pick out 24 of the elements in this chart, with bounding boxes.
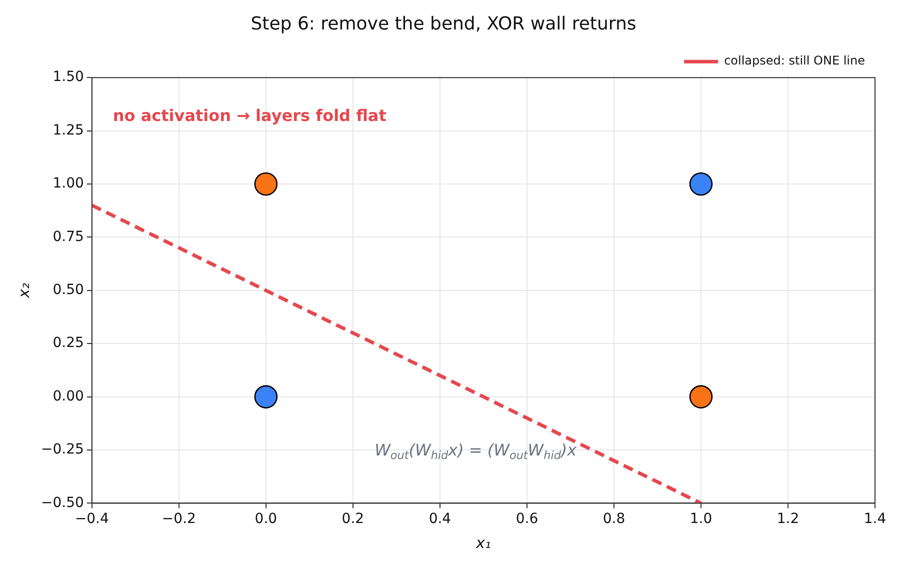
y-tick-label: 0.50: [52, 282, 84, 298]
y-tick-label: −0.25: [40, 442, 84, 458]
annotation: no activation → layers fold flat: [112, 106, 387, 125]
y-tick-label: 1.25: [52, 122, 84, 138]
x-tick-label: 1.2: [776, 511, 800, 528]
chart-title: Step 6: remove the bend, XOR wall returns: [250, 13, 636, 34]
x-tick-label: 1.4: [864, 511, 886, 528]
y-axis-title: x₂: [14, 282, 33, 299]
x-axis-title: x₁: [475, 534, 491, 552]
y-tick-label: 0.00: [52, 388, 84, 404]
y-tick-label: 1.50: [52, 69, 84, 86]
x-tick-label: 1.0: [690, 511, 712, 528]
x-tick-label: 0.0: [254, 511, 278, 528]
y-tick-label: 0.75: [52, 228, 84, 245]
y-tick-label: 0.25: [52, 335, 84, 352]
x-tick-label: 0.2: [342, 511, 364, 528]
y-tick-label: −0.50: [40, 494, 84, 511]
x-tick-label: −0.4: [74, 511, 109, 528]
x-tick-label: −0.2: [162, 511, 196, 528]
legend-label: collapsed: still ONE line: [724, 54, 865, 68]
x-tick-label: 0.4: [428, 511, 452, 528]
y-tick-label: 1.00: [52, 176, 84, 192]
x-tick-label: 0.8: [602, 511, 626, 528]
x-tick-label: 0.6: [516, 511, 538, 528]
